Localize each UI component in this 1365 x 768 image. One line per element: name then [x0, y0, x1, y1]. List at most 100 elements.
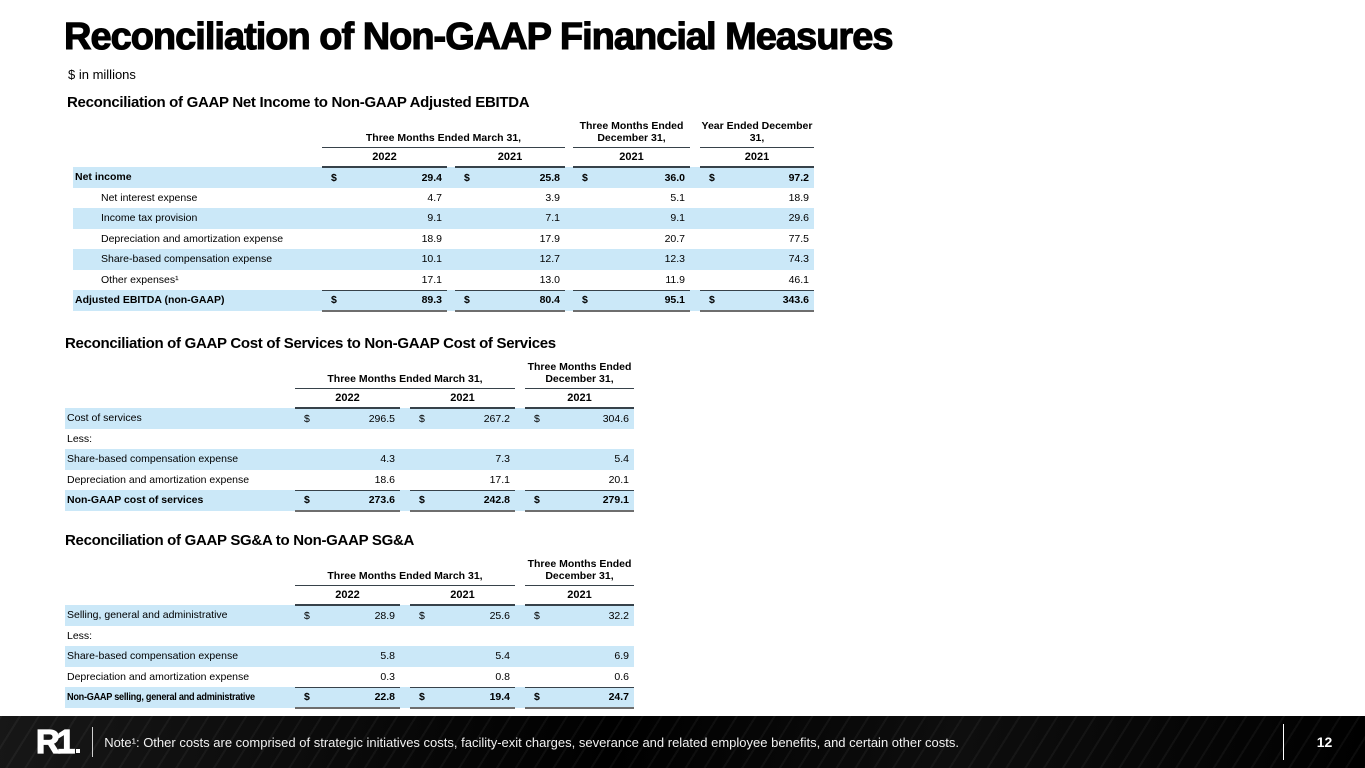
column-spacer [400, 490, 410, 511]
numeric-value: 279.1 [602, 494, 629, 506]
row-label-text: Non-GAAP cost of services [67, 494, 204, 507]
cell-content: 5.1 [573, 192, 690, 204]
numeric-value: 5.1 [670, 191, 685, 204]
numeric-value: 0.6 [614, 670, 629, 683]
table-row: Cost of services $296.5 $267.2 $304.6 [65, 408, 634, 429]
dollar-sign: $ [534, 412, 540, 425]
column-spacer [690, 167, 700, 188]
column-spacer [690, 270, 700, 291]
table-row: Income tax provision 9.1 7.1 9.1 29.6 [73, 208, 814, 229]
numeric-value: 74.3 [788, 253, 809, 266]
cell-value: 4.3 [295, 449, 400, 470]
year-header: 2021 [525, 585, 634, 606]
numeric-value: 19.4 [489, 691, 510, 703]
column-spacer [515, 449, 525, 470]
numeric-value: 267.2 [483, 412, 510, 425]
numeric-value: 89.3 [421, 294, 442, 306]
cell-value: $22.8 [295, 687, 400, 709]
cell-content: $279.1 [525, 494, 634, 506]
cell-value: 9.1 [322, 208, 447, 229]
cell-value: $25.6 [410, 605, 515, 626]
row-label: Depreciation and amortization expense [65, 470, 295, 491]
cell-value: $29.4 [322, 167, 447, 188]
table-header: Three Months Ended March 31, Three Months… [65, 358, 634, 409]
numeric-value: 7.3 [495, 453, 510, 466]
cell-content: 3.9 [455, 192, 565, 204]
cell-value: 46.1 [700, 269, 814, 291]
dollar-sign: $ [304, 691, 310, 703]
numeric-value: 29.4 [421, 171, 442, 184]
numeric-value: 5.4 [614, 453, 629, 466]
column-spacer [690, 117, 700, 147]
header-spacer [73, 117, 322, 147]
cell-content: 9.1 [322, 212, 447, 224]
column-group-header: Three Months Ended March 31, [295, 358, 515, 389]
dollar-sign: $ [331, 294, 337, 306]
row-label: Less: [65, 429, 295, 450]
cell-content: 5.4 [410, 650, 515, 662]
numeric-value: 11.9 [665, 273, 685, 286]
dollar-sign: $ [464, 171, 470, 184]
section-cost-of-services: Reconciliation of GAAP Cost of Services … [65, 335, 634, 512]
cell-value: 9.1 [573, 208, 690, 229]
numeric-value: 28.9 [374, 609, 395, 622]
cell-content: 10.1 [322, 253, 447, 265]
cell-value: 18.9 [700, 188, 814, 209]
cell-value: 0.8 [410, 666, 515, 688]
cell-value: 5.4 [525, 449, 634, 470]
section-title: Reconciliation of GAAP SG&A to Non-GAAP … [65, 532, 415, 549]
column-spacer [565, 167, 573, 188]
table-header: Three Months Ended March 31, Three Months… [65, 555, 634, 606]
cell-value: 10.1 [322, 249, 447, 270]
row-label-text: Less: [67, 432, 93, 445]
table-row: Net interest expense 4.7 3.9 5.1 18.9 [73, 188, 814, 209]
numeric-value: 9.1 [670, 212, 685, 225]
cell-value [295, 429, 400, 450]
numeric-value: 32.2 [608, 609, 629, 622]
ebitda-table-container: Three Months Ended March 31, Three Months… [73, 117, 814, 312]
column-spacer [515, 667, 525, 688]
header-spacer [65, 388, 295, 408]
cell-value: $95.1 [573, 290, 690, 312]
cell-value: $32.2 [525, 605, 634, 626]
cell-value: 13.0 [455, 269, 565, 291]
column-spacer [400, 585, 410, 605]
column-group-header: Three Months Ended March 31, [295, 555, 515, 586]
cell-value: 7.3 [410, 449, 515, 470]
cell-value: $89.3 [322, 290, 447, 312]
cell-content: $97.2 [700, 172, 814, 184]
table-row: Net income $29.4 $25.8 $36.0 $97.2 [73, 167, 814, 188]
column-group-row: Three Months Ended March 31, Three Months… [65, 555, 634, 586]
numeric-value: 10.1 [421, 253, 442, 266]
year-header: 2021 [455, 147, 565, 168]
row-label: Net income [73, 167, 322, 188]
cell-value: $343.6 [700, 290, 814, 312]
row-label: Share-based compensation expense [65, 449, 295, 470]
numeric-value: 343.6 [782, 294, 809, 306]
numeric-value: 24.7 [608, 691, 629, 703]
dollar-sign: $ [419, 494, 425, 506]
cell-content: $267.2 [410, 413, 515, 425]
column-spacer [400, 646, 410, 667]
cell-content: $80.4 [455, 294, 565, 306]
row-label-text: Depreciation and amortization expense [101, 232, 284, 245]
numeric-value: 80.4 [539, 294, 560, 306]
column-spacer [565, 117, 573, 147]
cell-content: 0.3 [295, 671, 400, 683]
dollar-sign: $ [304, 494, 310, 506]
row-label: Depreciation and amortization expense [65, 667, 295, 688]
row-label-text: Non-GAAP selling, general and administra… [67, 691, 255, 704]
row-label: Less: [65, 626, 295, 647]
table-row: Share-based compensation expense 10.1 12.7… [73, 249, 814, 270]
row-label-text: Share-based compensation expense [67, 453, 239, 466]
cell-value: $273.6 [295, 490, 400, 512]
column-spacer [515, 470, 525, 491]
column-spacer [690, 208, 700, 229]
cell-value: $24.7 [525, 687, 634, 709]
row-label: Selling, general and administrative [65, 605, 295, 626]
column-spacer [565, 208, 573, 229]
dollar-sign: $ [419, 412, 425, 425]
numeric-value: 304.6 [602, 412, 629, 425]
table-body: Cost of services $296.5 $267.2 $304.6 Less: S… [65, 408, 634, 512]
numeric-value: 4.3 [380, 453, 395, 466]
